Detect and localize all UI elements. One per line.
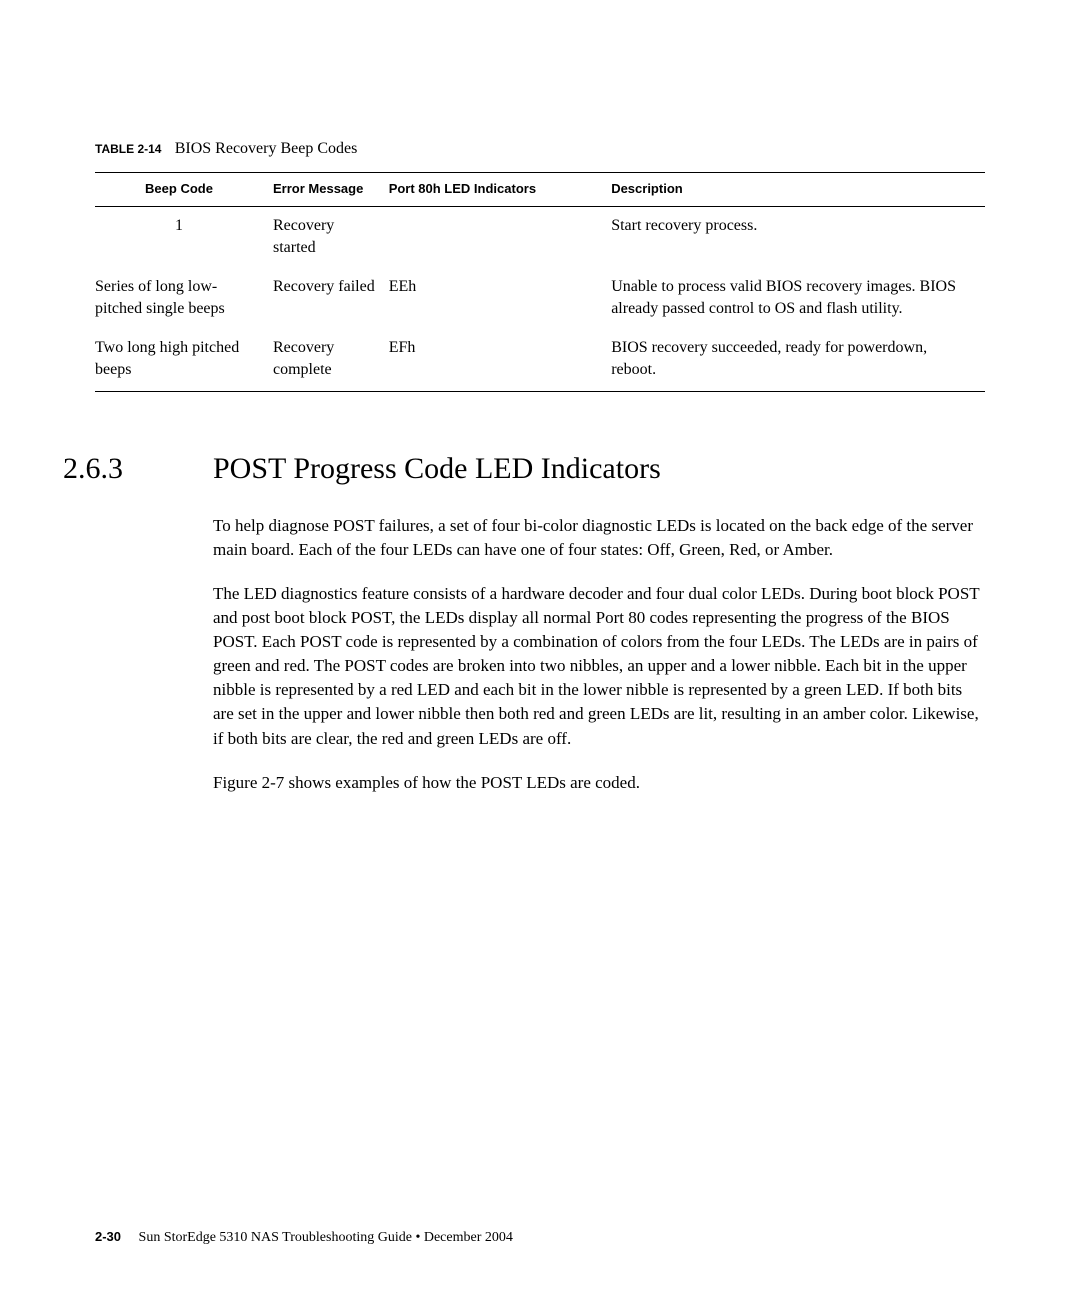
cell-port (389, 207, 612, 269)
cell-beep: Two long high pitched beeps (95, 329, 273, 391)
cell-error: Recovery started (273, 207, 389, 269)
bios-recovery-table: Beep Code Error Message Port 80h LED Ind… (95, 172, 985, 392)
table-header-error: Error Message (273, 173, 389, 207)
table-row: 1 Recovery started Start recovery proces… (95, 207, 985, 269)
table-row: Two long high pitched beeps Recovery com… (95, 329, 985, 391)
cell-beep: 1 (95, 207, 273, 269)
cell-port: EEh (389, 268, 612, 329)
footer-text: Sun StorEdge 5310 NAS Troubleshooting Gu… (139, 1230, 513, 1245)
section-heading: 2.6.3 POST Progress Code LED Indicators (63, 452, 985, 486)
body-paragraph: To help diagnose POST failures, a set of… (213, 514, 985, 562)
cell-error: Recovery failed (273, 268, 389, 329)
footer-page-number: 2-30 (95, 1229, 121, 1244)
section-title: POST Progress Code LED Indicators (213, 452, 661, 486)
table-label-prefix: TABLE 2-14 (95, 142, 161, 156)
page-footer: 2-30 Sun StorEdge 5310 NAS Troubleshooti… (95, 1229, 513, 1246)
table-header-port: Port 80h LED Indicators (389, 173, 612, 207)
cell-error: Recovery complete (273, 329, 389, 391)
section-number: 2.6.3 (63, 452, 213, 486)
table-row: Series of long low-pitched single beeps … (95, 268, 985, 329)
cell-desc: Start recovery process. (611, 207, 985, 269)
table-header-desc: Description (611, 173, 985, 207)
table-caption: TABLE 2-14 BIOS Recovery Beep Codes (95, 140, 985, 158)
body-paragraph: Figure 2-7 shows examples of how the POS… (213, 771, 985, 795)
table-header-beep: Beep Code (95, 173, 273, 207)
cell-beep: Series of long low-pitched single beeps (95, 268, 273, 329)
body-paragraph: The LED diagnostics feature consists of … (213, 582, 985, 751)
cell-desc: Unable to process valid BIOS recovery im… (611, 268, 985, 329)
table-header-row: Beep Code Error Message Port 80h LED Ind… (95, 173, 985, 207)
table-label-title: BIOS Recovery Beep Codes (175, 140, 358, 157)
cell-port: EFh (389, 329, 612, 391)
cell-desc: BIOS recovery succeeded, ready for power… (611, 329, 985, 391)
